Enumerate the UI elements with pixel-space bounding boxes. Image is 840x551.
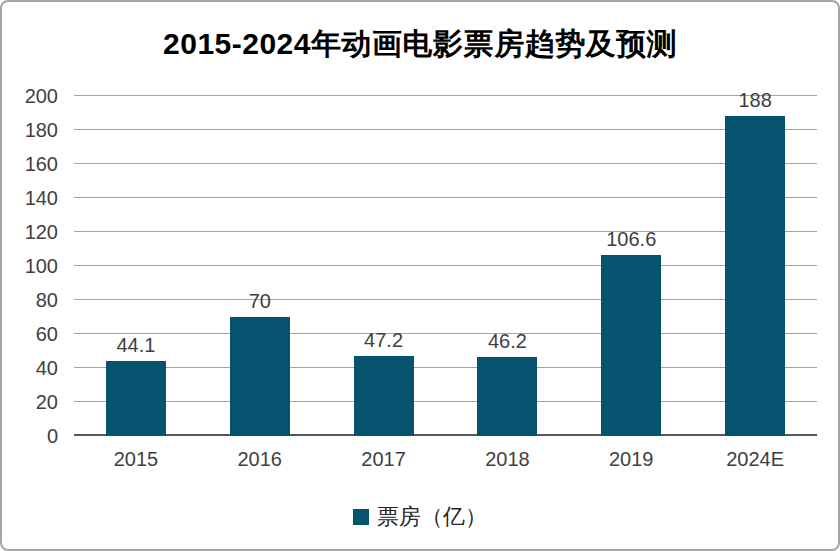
y-tick-label: 20 bbox=[0, 391, 58, 413]
y-tick-label: 40 bbox=[0, 357, 58, 379]
gridline bbox=[74, 197, 817, 198]
gridline bbox=[74, 299, 817, 300]
y-tick-label: 180 bbox=[0, 119, 58, 141]
y-tick-label: 80 bbox=[0, 289, 58, 311]
x-tick-label: 2017 bbox=[322, 448, 446, 471]
bar-value-label: 188 bbox=[695, 89, 815, 111]
bar-value-label: 44.1 bbox=[76, 334, 196, 356]
y-tick-label: 120 bbox=[0, 221, 58, 243]
gridline bbox=[74, 367, 817, 368]
legend-swatch-icon bbox=[353, 509, 369, 525]
y-tick-label: 0 bbox=[0, 425, 58, 447]
bar-value-label: 46.2 bbox=[447, 330, 567, 352]
y-axis: 020406080100120140160180200 bbox=[2, 96, 60, 436]
bar-2018 bbox=[477, 357, 537, 436]
bar-2016 bbox=[230, 317, 290, 436]
gridline bbox=[74, 401, 817, 402]
y-tick-label: 160 bbox=[0, 153, 58, 175]
gridline bbox=[74, 163, 817, 164]
y-tick-label: 60 bbox=[0, 323, 58, 345]
bar-value-label: 47.2 bbox=[324, 329, 444, 351]
bar-2019 bbox=[601, 255, 661, 436]
y-tick-label: 140 bbox=[0, 187, 58, 209]
gridline bbox=[74, 231, 817, 232]
chart-frame: 2015-2024年动画电影票房趋势及预测 0 20 40 60 80 100 120 140… bbox=[0, 0, 840, 551]
legend: 票房（亿） bbox=[2, 502, 838, 532]
x-tick-label: 2015 bbox=[74, 448, 198, 471]
x-axis-line bbox=[74, 434, 817, 436]
y-tick-label: 200 bbox=[0, 85, 58, 107]
chart-title: 2015-2024年动画电影票房趋势及预测 bbox=[2, 24, 838, 65]
x-tick-label: 2024E bbox=[693, 448, 817, 471]
plot-area: 44.17047.246.2106.6188 bbox=[74, 96, 817, 436]
y-tick-label: 100 bbox=[0, 255, 58, 277]
bar-2015 bbox=[106, 361, 166, 436]
gridline bbox=[74, 129, 817, 130]
x-tick-label: 2018 bbox=[445, 448, 569, 471]
legend-label: 票房（亿） bbox=[377, 502, 487, 532]
x-tick-label: 2019 bbox=[569, 448, 693, 471]
bar-value-label: 106.6 bbox=[571, 228, 691, 250]
gridline bbox=[74, 265, 817, 266]
bar-2024E bbox=[725, 116, 785, 436]
bar-value-label: 70 bbox=[200, 290, 320, 312]
x-axis: 201520162017201820192024E bbox=[74, 448, 817, 474]
x-tick-label: 2016 bbox=[198, 448, 322, 471]
bar-2017 bbox=[354, 356, 414, 436]
